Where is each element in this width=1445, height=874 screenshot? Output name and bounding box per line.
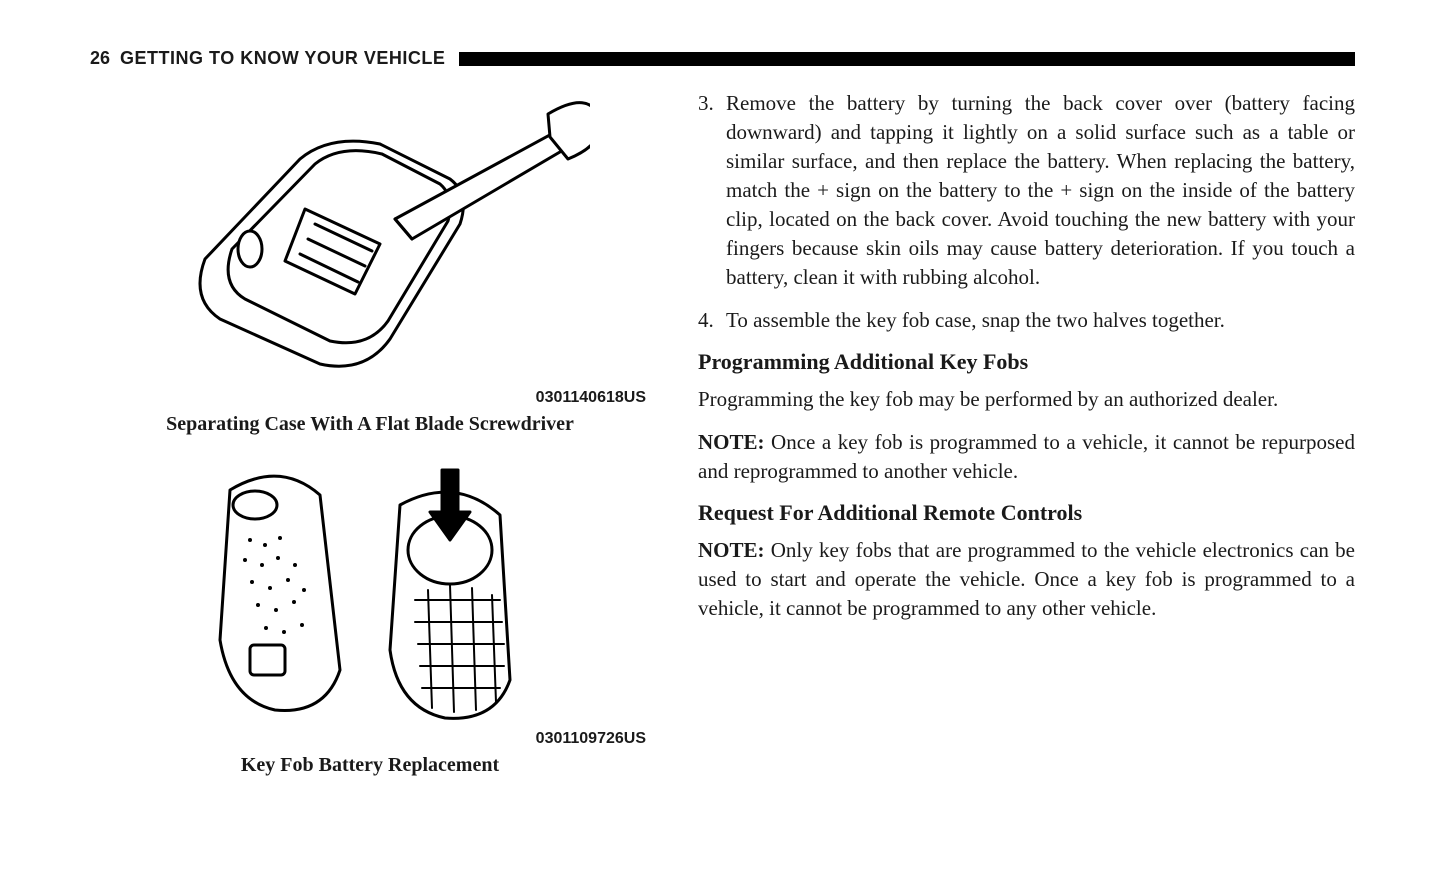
right-column: 3. Remove the battery by turning the bac… [698,89,1355,791]
figure-2-id: 0301109726US [90,730,650,748]
step-3: 3. Remove the battery by turning the bac… [698,89,1355,292]
request-heading: Request For Additional Remote Controls [698,500,1355,526]
programming-body: Programming the key fob may be performed… [698,385,1355,414]
header-divider-bar [459,52,1355,66]
screwdriver-keyfob-illustration [150,89,590,389]
figure-1-id: 0301140618US [90,389,650,407]
figure-2-caption: Key Fob Battery Replacement [241,754,499,777]
figure-1-caption: Separating Case With A Flat Blade Screwd… [166,413,574,436]
figure-2: 0301109726US [90,450,650,748]
request-note-text: Only key fobs that are programmed to the… [698,538,1355,620]
programming-note: NOTE: Once a key fob is programmed to a … [698,428,1355,486]
battery-replacement-illustration [170,450,570,730]
programming-heading: Programming Additional Key Fobs [698,349,1355,375]
step-3-text: Remove the battery by turning the back c… [726,89,1355,292]
figure-1: 0301140618US [90,89,650,407]
left-column: 0301140618US Separating Case With A Flat… [90,89,650,791]
note-label-2: NOTE: [698,538,765,562]
programming-note-text: Once a key fob is programmed to a vehicl… [698,430,1355,483]
note-label-1: NOTE: [698,430,765,454]
step-4-text: To assemble the key fob case, snap the t… [726,306,1355,335]
step-3-number: 3. [698,89,726,292]
page-number: 26 [90,48,110,69]
request-note: NOTE: Only key fobs that are programmed … [698,536,1355,623]
step-4-number: 4. [698,306,726,335]
page-header: 26 GETTING TO KNOW YOUR VEHICLE [90,48,1355,69]
manual-page: 26 GETTING TO KNOW YOUR VEHICLE [0,0,1445,874]
step-4: 4. To assemble the key fob case, snap th… [698,306,1355,335]
content-columns: 0301140618US Separating Case With A Flat… [90,89,1355,791]
section-title: GETTING TO KNOW YOUR VEHICLE [120,48,445,69]
